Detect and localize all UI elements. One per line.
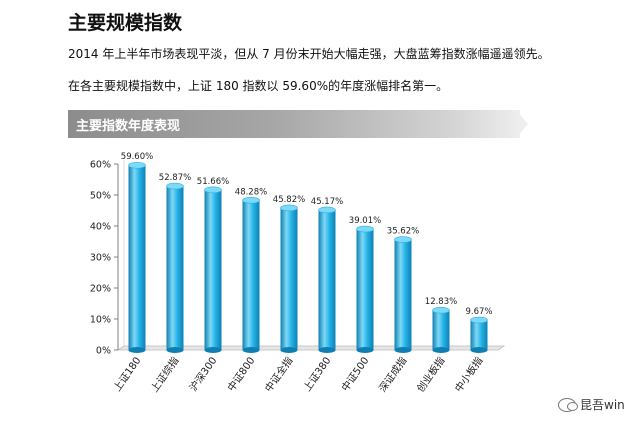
- chart-banner: 主要指数年度表现: [68, 110, 520, 138]
- data-label: 48.28%: [235, 187, 267, 197]
- bar-top: [166, 182, 184, 190]
- x-tick-label: 中小板指: [452, 354, 486, 394]
- bar-base: [128, 347, 146, 353]
- bar-top: [394, 236, 412, 243]
- x-tick-label: 深证成指: [376, 354, 410, 394]
- bar: [356, 229, 374, 350]
- x-tick-label: 上证180: [111, 355, 143, 394]
- bar-top: [204, 186, 222, 194]
- bar-group: [242, 197, 260, 353]
- intro-paragraph: 2014 年上半年市场表现平淡，但从 7 月份末开始大幅走强，大盘蓝筹指数涨幅遥…: [68, 47, 550, 61]
- bar: [166, 186, 184, 350]
- bar-group: [166, 182, 184, 353]
- bar-top: [470, 316, 488, 324]
- bar-base: [318, 347, 336, 353]
- summary-paragraph: 在各主要规模指数中，上证 180 指数以 59.60%的年度涨幅排名第一。: [68, 79, 449, 93]
- bar-group: [356, 225, 374, 353]
- page-title: 主要规模指数: [68, 12, 183, 34]
- bar-base: [166, 347, 184, 353]
- bar: [432, 310, 450, 350]
- chart-banner-title: 主要指数年度表现: [76, 119, 181, 134]
- bar-chart: 0% 10% 20% 30% 40% 50% 60% 59.60% 上证180 52.87% 上证综…: [90, 152, 506, 394]
- bar-group: [432, 306, 450, 353]
- bar: [318, 209, 336, 350]
- bar-base: [204, 347, 222, 353]
- bar-top: [128, 161, 146, 169]
- y-tick-label: 0%: [96, 346, 111, 357]
- bar-group: [318, 206, 336, 353]
- x-tick-label: 中证800: [224, 354, 257, 393]
- bar-group: [280, 204, 298, 353]
- bar-base: [280, 347, 298, 353]
- x-tick-label: 中证500: [338, 354, 371, 393]
- watermark-text: 昆吾win: [580, 398, 625, 412]
- data-label: 9.67%: [465, 307, 492, 317]
- bar-group: [128, 161, 146, 353]
- bar: [394, 239, 412, 350]
- x-tick-label: 上证综指: [148, 354, 182, 394]
- bar-base: [394, 347, 412, 353]
- data-label: 51.66%: [197, 177, 229, 187]
- bar: [204, 189, 222, 350]
- bar: [242, 200, 260, 350]
- data-label: 59.60%: [121, 152, 153, 162]
- bar-top: [242, 197, 260, 204]
- bar-group: [394, 236, 412, 353]
- bar-group: [470, 316, 488, 353]
- x-tick-label: 创业板指: [414, 354, 448, 394]
- bar-group: [204, 186, 222, 353]
- data-label: 12.83%: [425, 297, 457, 307]
- y-tick-label: 50%: [90, 191, 111, 202]
- bar-base: [356, 347, 374, 353]
- data-label: 45.17%: [311, 197, 343, 207]
- data-label: 39.01%: [349, 216, 381, 226]
- banner-arrow-tip: [516, 110, 528, 138]
- watermark: 昆吾win: [558, 396, 625, 413]
- data-label: 45.82%: [273, 195, 305, 205]
- x-tick-label: 中证全指: [262, 354, 296, 394]
- data-label: 52.87%: [159, 173, 191, 183]
- x-tick-label: 沪深300: [186, 354, 219, 393]
- y-tick-label: 20%: [90, 284, 111, 295]
- bar: [280, 207, 298, 350]
- bar-base: [432, 347, 450, 353]
- x-tick-label: 上证380: [301, 355, 333, 394]
- wechat-icon: [558, 397, 578, 412]
- y-tick-label: 60%: [90, 160, 111, 171]
- y-tick-label: 30%: [90, 253, 111, 264]
- bar: [470, 320, 488, 350]
- y-tick-label: 10%: [90, 315, 111, 326]
- bar-top: [280, 204, 298, 212]
- bar-base: [470, 347, 488, 353]
- y-tick-label: 40%: [90, 222, 111, 233]
- bar-top: [318, 206, 336, 214]
- bar-base: [242, 347, 260, 353]
- bar-top: [432, 306, 450, 314]
- bar: [128, 165, 146, 350]
- data-label: 35.62%: [387, 227, 419, 237]
- bar-top: [356, 225, 374, 233]
